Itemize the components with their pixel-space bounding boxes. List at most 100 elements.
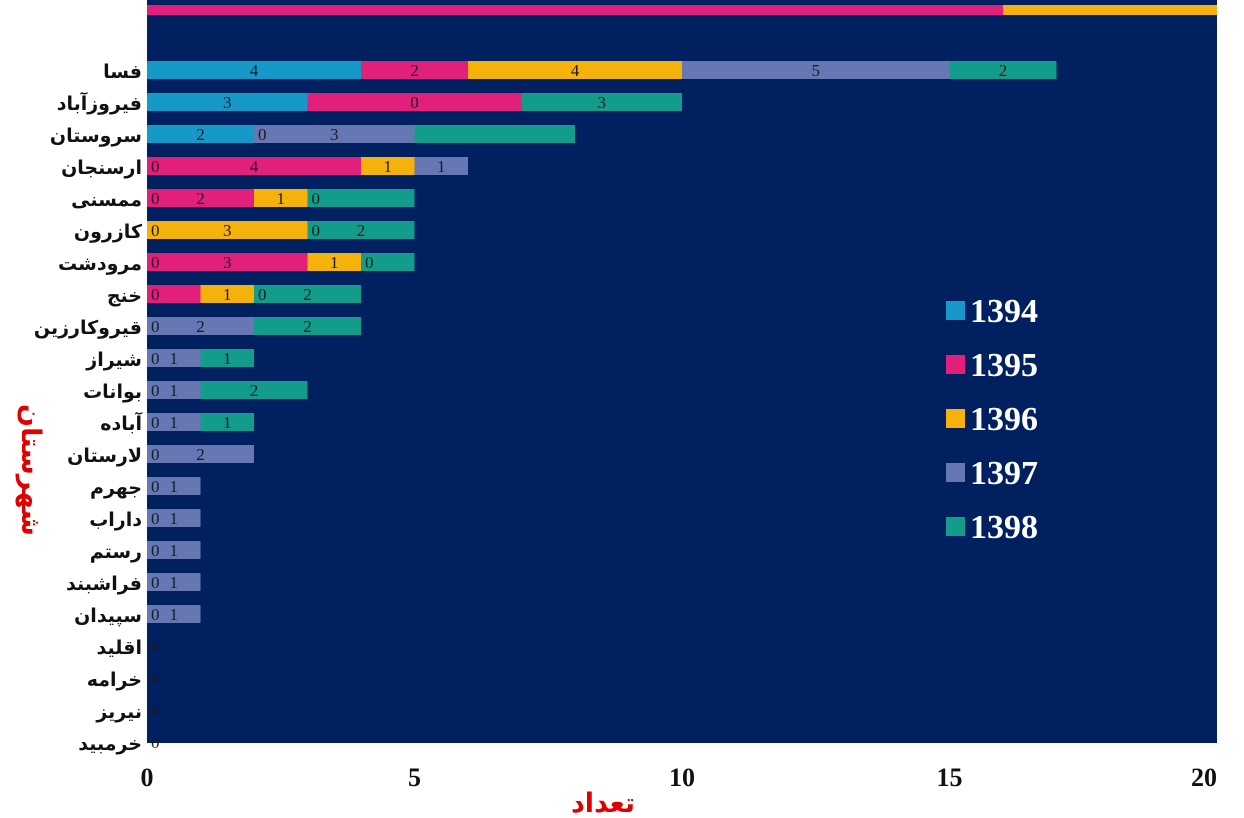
data-label: 1 xyxy=(170,381,179,400)
bar-segment-1395 xyxy=(361,61,468,79)
data-label: 1 xyxy=(170,541,179,560)
bar-segment-1398 xyxy=(949,61,1057,79)
top-cut-bar xyxy=(147,5,1217,15)
data-labels-layer: 4 2 4 5 23 0 32 0 30 4 1 10 2 1 00 3 0 20 3 1 00 1 0 20 2 20 1 10 1 2… xyxy=(151,61,1007,752)
category-label: فیروزآباد xyxy=(57,91,142,115)
data-label: 1 xyxy=(170,349,179,368)
data-label: 0 xyxy=(151,221,160,240)
bar-segment-1398 xyxy=(414,125,575,143)
data-label: 0 xyxy=(258,125,267,144)
data-label: 2 xyxy=(303,317,312,336)
data-label: 0 xyxy=(365,253,374,272)
top-bar-segment-1396 xyxy=(1003,5,1217,15)
plot-area xyxy=(147,0,1217,743)
data-label: 0 xyxy=(151,253,160,272)
data-label: 0 xyxy=(410,93,419,112)
data-label: 4 xyxy=(571,61,580,80)
category-label: لارستان xyxy=(67,445,142,467)
category-label: رستم xyxy=(90,541,142,563)
data-label: 3 xyxy=(598,93,607,112)
data-label: 1 xyxy=(223,285,232,304)
bar-segment-1398 xyxy=(521,93,682,111)
data-label: 1 xyxy=(170,477,179,496)
x-tick-label: 15 xyxy=(937,763,963,792)
data-label: 3 xyxy=(223,221,232,240)
category-label: خرامه xyxy=(87,669,142,691)
category-label: خرمبید xyxy=(78,733,142,755)
category-label: قیروکارزین xyxy=(34,317,142,339)
legend-label: 1394 xyxy=(970,293,1038,330)
data-label: 0 xyxy=(151,573,160,592)
bar-segment-1396 xyxy=(468,61,682,79)
category-label: فراشبند xyxy=(66,573,142,595)
bar-segment-1395 xyxy=(147,285,201,303)
bar-segment-1396 xyxy=(200,285,254,303)
legend-swatch-1398 xyxy=(946,517,965,536)
data-label: 0 xyxy=(151,541,160,560)
legend-swatch-1394 xyxy=(946,301,965,320)
bar-segment-1396 xyxy=(254,189,308,207)
bar-segment-1395 xyxy=(147,189,254,207)
legend-label: 1396 xyxy=(970,401,1038,438)
bar-segment-1395 xyxy=(307,93,522,111)
bar-segment-1397 xyxy=(147,381,201,399)
data-label: 2 xyxy=(196,445,205,464)
bars-layer xyxy=(147,61,1057,623)
bar-segment-1396 xyxy=(361,157,415,175)
data-label: 4 xyxy=(250,61,259,80)
data-label: 0 xyxy=(151,285,160,304)
data-label: 2 xyxy=(196,317,205,336)
bar-segment-1397 xyxy=(147,509,201,527)
data-label: 0 xyxy=(312,221,321,240)
data-label: 0 xyxy=(151,669,160,688)
data-label: 0 xyxy=(151,317,160,336)
data-label: 0 xyxy=(151,733,160,752)
bar-segment-1397 xyxy=(682,61,950,79)
bar-segment-1395 xyxy=(147,157,361,175)
data-label: 0 xyxy=(151,413,160,432)
bar-segment-1397 xyxy=(147,413,201,431)
data-label: 0 xyxy=(151,349,160,368)
data-label: 3 xyxy=(223,93,232,112)
bar-segment-1398 xyxy=(361,253,415,271)
data-label: 1 xyxy=(170,509,179,528)
data-label: 1 xyxy=(277,189,286,208)
legend: 1394 1395 1396 1397 1398 xyxy=(946,293,1038,546)
category-label: سروستان xyxy=(50,125,142,147)
bar-segment-1397 xyxy=(147,605,201,623)
category-label: سپیدان xyxy=(74,605,142,627)
bar-segment-1397 xyxy=(147,477,201,495)
data-label: 1 xyxy=(384,157,393,176)
x-tick-label: 10 xyxy=(669,763,695,792)
category-label: جهرم xyxy=(90,477,142,499)
category-label: بوانات xyxy=(83,381,142,403)
data-label: 1 xyxy=(330,253,339,272)
category-label: داراب xyxy=(89,509,142,531)
bar-segment-1397 xyxy=(147,445,254,463)
y-axis-title: شهرستان xyxy=(15,404,46,536)
bar-segment-1397 xyxy=(147,573,201,591)
category-label: آباده xyxy=(100,411,142,435)
data-label: 2 xyxy=(196,189,205,208)
x-axis-title: تعداد xyxy=(571,788,635,818)
bar-segment-1398 xyxy=(200,381,308,399)
data-label: 2 xyxy=(357,221,366,240)
category-labels: فسا فیروزآباد سروستان ارسنجان ممسنی کازرون مرو… xyxy=(34,61,143,755)
legend-label: 1397 xyxy=(970,455,1038,492)
data-label: 0 xyxy=(151,509,160,528)
data-label: 1 xyxy=(437,157,446,176)
bar-segment-1398 xyxy=(307,189,415,207)
data-label: 2 xyxy=(250,381,259,400)
category-label: خنج xyxy=(107,285,142,307)
bar-segment-1398 xyxy=(254,285,361,303)
legend-swatch-1397 xyxy=(946,463,965,482)
bar-segment-1397 xyxy=(147,541,201,559)
data-label: 0 xyxy=(151,637,160,656)
bar-segment-1394 xyxy=(147,61,361,79)
bar-segment-1398 xyxy=(200,349,254,367)
category-label: ارسنجان xyxy=(61,157,142,179)
bar-segment-1395 xyxy=(147,253,308,271)
data-label: 0 xyxy=(258,285,267,304)
category-label: اقلید xyxy=(97,637,142,659)
bar-segment-1397 xyxy=(254,125,415,143)
